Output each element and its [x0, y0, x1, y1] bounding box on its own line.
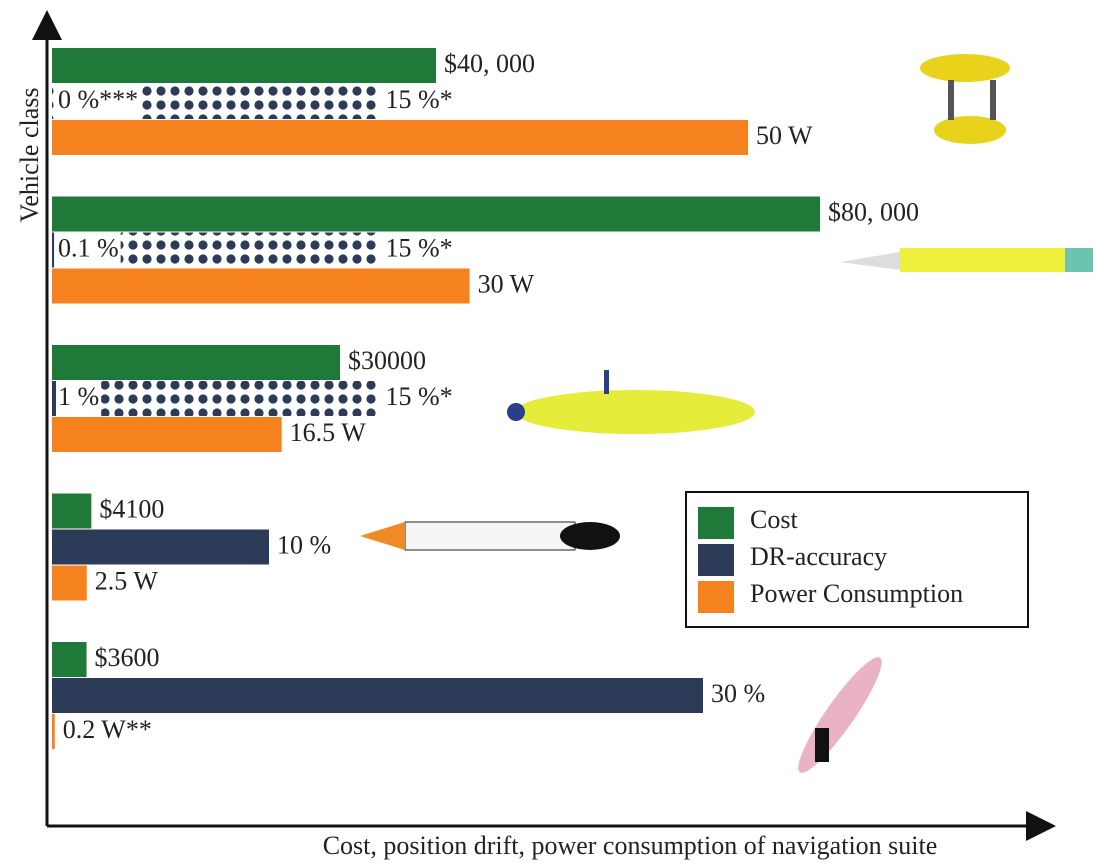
- value-label: 0.2 W**: [63, 715, 152, 744]
- value-label: $80, 000: [828, 197, 919, 226]
- bar: [52, 196, 820, 232]
- value-label: $30000: [348, 346, 426, 375]
- vehicle-image: [798, 657, 882, 773]
- value-label: 2.5 W: [95, 566, 159, 595]
- bar: [52, 714, 55, 749]
- value-label: 30 W: [478, 269, 535, 298]
- legend-label: Cost: [750, 505, 798, 534]
- value-label: 1 %: [58, 382, 99, 411]
- legend-swatch: [698, 581, 734, 613]
- legend-swatch: [698, 544, 734, 576]
- value-label: 15 %*: [386, 233, 453, 262]
- value-label: 50 W: [756, 121, 813, 150]
- bar: [52, 120, 748, 155]
- legend-swatch: [698, 507, 734, 539]
- value-label: $40, 000: [444, 49, 535, 78]
- value-label: 15 %*: [386, 85, 453, 114]
- value-label: 16.5 W: [290, 418, 367, 447]
- label-background: [56, 381, 102, 416]
- value-label: $4100: [99, 494, 164, 523]
- bar: [52, 417, 282, 452]
- value-label: 0 %***: [58, 85, 138, 114]
- bar: [52, 565, 87, 601]
- value-label: $3600: [95, 643, 160, 672]
- y-axis-label: Vehicle class: [15, 87, 44, 222]
- bar: [52, 345, 340, 380]
- legend-box: [685, 491, 1029, 628]
- bar: [52, 232, 55, 268]
- range-bar: [73, 381, 378, 416]
- x-axis-label: Cost, position drift, power consumption …: [323, 831, 938, 860]
- bar: [52, 642, 87, 677]
- bar: [52, 48, 436, 83]
- bar: [52, 678, 703, 713]
- bar: [52, 268, 470, 304]
- value-label: 10 %: [277, 530, 331, 559]
- bar: [52, 529, 269, 565]
- legend-label: DR-accuracy: [750, 542, 887, 571]
- vehicle-image: [507, 370, 755, 434]
- vehicle-image: [840, 248, 1093, 272]
- label-background: [56, 232, 121, 268]
- legend-label: Power Consumption: [750, 579, 963, 608]
- vehicle-image: [920, 54, 1010, 144]
- value-label: 30 %: [711, 679, 765, 708]
- label-background: [56, 84, 141, 119]
- value-label: 15 %*: [386, 382, 453, 411]
- vehicle-image: [360, 521, 620, 551]
- value-label: 0.1 %: [58, 233, 119, 262]
- bar: [52, 493, 92, 529]
